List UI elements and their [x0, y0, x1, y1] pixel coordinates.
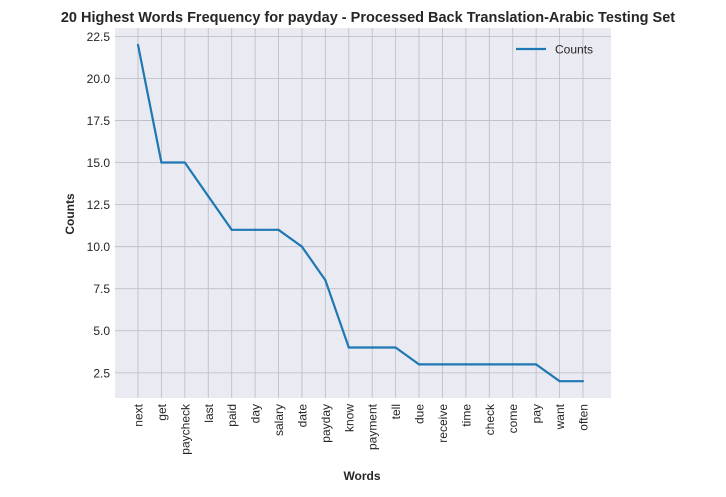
y-tick-labels: 2.5 5.0 7.5 10.0 12.5 15.0 17.5 20.0 22.5: [87, 30, 111, 380]
x-tick-label: want: [553, 403, 567, 430]
y-tick-label: 22.5: [87, 30, 111, 44]
x-tick-label: last: [202, 403, 216, 422]
x-tick-label: often: [576, 404, 590, 431]
x-tick-labels: next get paycheck last paid day salary date payd…: [132, 403, 591, 455]
data-point-due: [417, 363, 421, 366]
grid-lines: [115, 28, 611, 398]
legend: Counts: [516, 43, 593, 57]
y-axis-label: Counts: [63, 193, 77, 235]
x-tick-label: pay: [530, 404, 544, 423]
x-tick-label: time: [459, 404, 473, 427]
data-point-next: [136, 43, 140, 46]
x-tick-label: tell: [389, 404, 403, 419]
data-point-receive: [441, 363, 444, 366]
x-tick-label: salary: [272, 404, 286, 436]
x-tick-label: payment: [366, 403, 380, 450]
data-point-last: [207, 195, 210, 198]
series-line-counts: [136, 44, 583, 383]
y-tick-label: 5.0: [93, 324, 110, 338]
data-point-paycheck: [183, 161, 186, 164]
y-tick-label: 7.5: [93, 282, 110, 296]
chart-title: 20 Highest Words Frequency for payday - …: [61, 10, 675, 26]
data-point-payment: [371, 346, 374, 349]
x-tick-label: date: [295, 404, 309, 428]
y-tick-label: 12.5: [87, 198, 111, 212]
data-point-check: [488, 363, 491, 366]
data-point-get: [160, 161, 163, 164]
data-points: [136, 43, 585, 383]
x-tick-label: payday: [319, 404, 333, 443]
y-tick-label: 17.5: [87, 114, 111, 128]
data-point-often: [581, 380, 585, 383]
y-tick-label: 20.0: [87, 72, 111, 86]
data-point-pay: [535, 363, 538, 366]
data-point-payday: [324, 279, 327, 282]
data-point-know: [347, 346, 350, 349]
data-point-date: [300, 245, 304, 248]
x-axis-label: Words: [343, 469, 380, 483]
plot-area: [115, 28, 611, 398]
x-tick-label: get: [155, 403, 169, 420]
data-point-day: [254, 228, 257, 231]
data-point-paid: [230, 228, 233, 231]
x-tick-label: next: [132, 403, 146, 426]
y-tick-label: 10.0: [87, 240, 111, 254]
data-point-time: [464, 363, 467, 366]
x-tick-label: check: [483, 403, 497, 435]
data-point-come: [511, 363, 514, 366]
data-point-salary: [277, 228, 280, 231]
data-point-want: [558, 380, 561, 383]
legend-label: Counts: [555, 43, 593, 57]
x-tick-label: come: [506, 404, 520, 434]
x-tick-label: paycheck: [178, 403, 192, 455]
x-tick-label: due: [413, 404, 427, 424]
x-tick-label: paid: [225, 404, 239, 427]
x-tick-label: day: [249, 404, 263, 423]
y-tick-label: 2.5: [93, 366, 110, 380]
data-point-tell: [394, 346, 397, 349]
y-tick-label: 15.0: [87, 156, 111, 170]
x-tick-label: receive: [436, 404, 450, 443]
x-tick-label: know: [342, 404, 356, 432]
